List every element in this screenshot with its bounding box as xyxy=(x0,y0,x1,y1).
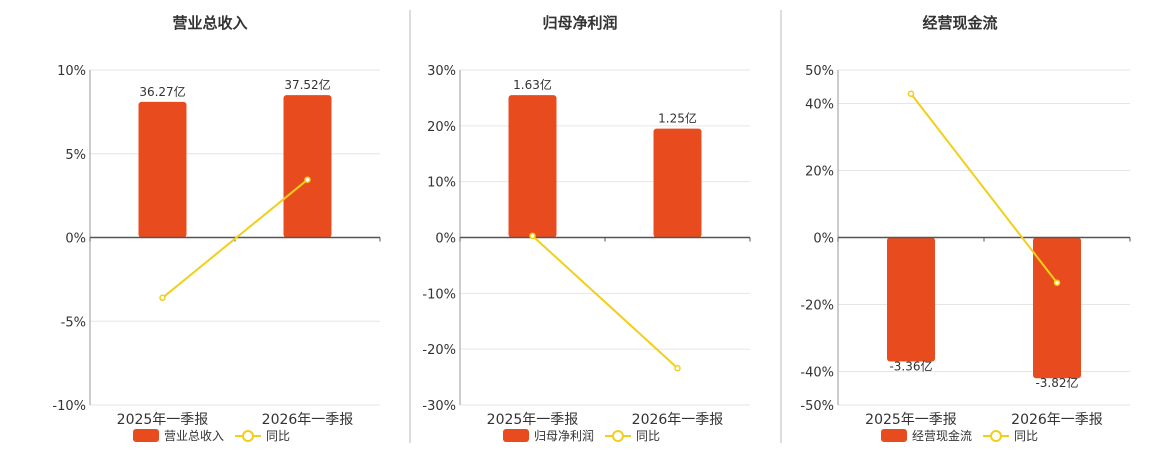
bar-data-label: 37.52亿 xyxy=(284,77,330,92)
legend-line-marker xyxy=(990,430,1002,442)
legend-bar-label: 营业总收入 xyxy=(164,429,224,443)
y-tick-label: 20% xyxy=(805,165,834,180)
yoy-point xyxy=(1053,279,1061,286)
y-tick-label: -20% xyxy=(800,299,834,314)
y-tick-label: -10% xyxy=(52,399,86,414)
bar xyxy=(138,101,187,238)
legend-line-label: 同比 xyxy=(1014,429,1038,443)
x-category-label: 2025年一季报 xyxy=(865,412,957,428)
bar xyxy=(283,95,332,238)
y-tick-label: -20% xyxy=(422,343,456,358)
bar-data-label: 1.25亿 xyxy=(658,111,697,126)
chart-title: 归母净利润 xyxy=(542,14,617,32)
legend-bar-swatch xyxy=(133,429,159,442)
legend-line-marker xyxy=(242,430,254,442)
yoy-line xyxy=(531,235,679,369)
y-tick-label: 40% xyxy=(805,98,834,113)
yoy-point xyxy=(159,294,166,302)
chart-title: 营业总收入 xyxy=(172,14,247,32)
yoy-point xyxy=(907,90,915,98)
bar-data-label: 36.27亿 xyxy=(139,84,185,99)
x-category-label: 2026年一季报 xyxy=(262,412,354,428)
y-tick-label: 10% xyxy=(57,64,86,79)
y-tick-label: 5% xyxy=(65,148,86,163)
y-tick-label: -30% xyxy=(422,399,456,414)
yoy-point xyxy=(529,232,536,240)
y-tick-label: -10% xyxy=(422,287,456,302)
bar xyxy=(1033,237,1081,379)
legend-line-label: 同比 xyxy=(266,429,290,443)
legend-line-marker xyxy=(612,430,624,442)
legend-bar-label: 归母净利润 xyxy=(534,429,594,443)
yoy-line xyxy=(910,93,1058,284)
legend-bar-swatch xyxy=(503,429,529,442)
x-category-label: 2026年一季报 xyxy=(632,412,724,428)
x-category-label: 2025年一季报 xyxy=(117,412,209,428)
y-tick-label: 0% xyxy=(65,232,86,247)
x-category-label: 2026年一季报 xyxy=(1011,412,1103,428)
y-tick-label: 10% xyxy=(427,176,456,191)
legend-bar-label: 经营现金流 xyxy=(912,428,972,443)
y-tick-label: 30% xyxy=(427,64,456,79)
legend-bar-swatch xyxy=(881,429,907,442)
bar-data-label: 1.63亿 xyxy=(513,77,552,92)
yoy-point xyxy=(674,364,681,372)
y-tick-label: 50% xyxy=(805,64,834,79)
y-tick-label: -40% xyxy=(800,366,834,381)
bar xyxy=(508,95,557,238)
y-tick-label: -50% xyxy=(800,399,834,414)
y-tick-label: -5% xyxy=(61,315,86,330)
bar-data-label: -3.36亿 xyxy=(889,358,932,373)
chart-title: 经营现金流 xyxy=(922,14,997,32)
yoy-line xyxy=(161,178,309,299)
bar xyxy=(653,128,702,238)
legend-line-label: 同比 xyxy=(636,429,660,443)
y-tick-label: 20% xyxy=(427,120,456,135)
y-tick-label: 0% xyxy=(813,232,834,247)
y-tick-label: 0% xyxy=(435,232,456,247)
bar-data-label: -3.82亿 xyxy=(1035,375,1078,390)
yoy-point xyxy=(304,176,311,183)
x-category-label: 2025年一季报 xyxy=(487,412,579,428)
bar xyxy=(887,237,935,362)
